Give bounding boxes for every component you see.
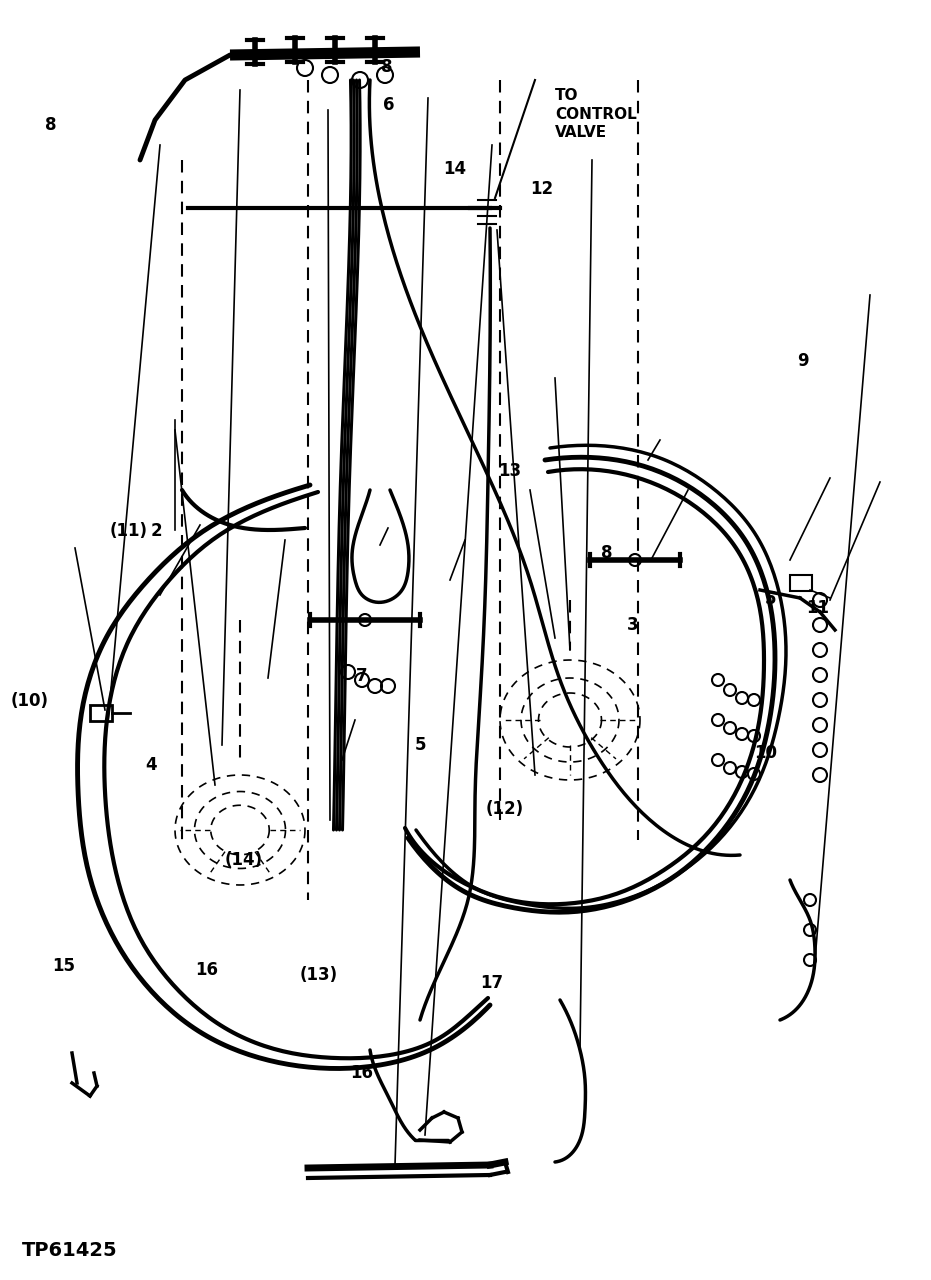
Text: 7: 7 [356,667,367,685]
Text: 8: 8 [46,116,57,134]
Text: 2: 2 [151,522,162,540]
Text: 4: 4 [145,756,156,774]
Text: 15: 15 [52,957,74,975]
Bar [790,575,812,591]
Text: 5: 5 [765,590,776,608]
Text: 8: 8 [601,544,613,562]
Text: 17: 17 [480,974,503,992]
Text: 13: 13 [499,462,521,480]
Text: 3: 3 [627,616,639,634]
Text: 8: 8 [381,58,392,76]
Text: 5: 5 [415,736,426,754]
Text: (11): (11) [110,522,147,540]
Text: 16: 16 [196,961,218,979]
Text: (12): (12) [486,800,523,818]
Bar [90,705,112,721]
Text: (13): (13) [300,966,337,984]
Text: (14): (14) [225,851,263,869]
Text: 16: 16 [350,1064,372,1082]
Text: 9: 9 [797,352,808,370]
Text: 14: 14 [443,160,466,178]
Text: TO
CONTROL
VALVE: TO CONTROL VALVE [555,88,637,141]
Text: (10): (10) [11,692,48,710]
Text: 10: 10 [754,744,776,762]
Text: 6: 6 [384,96,395,114]
Text: 11: 11 [806,599,829,617]
Text: 12: 12 [531,180,553,198]
Text: TP61425: TP61425 [22,1242,117,1260]
